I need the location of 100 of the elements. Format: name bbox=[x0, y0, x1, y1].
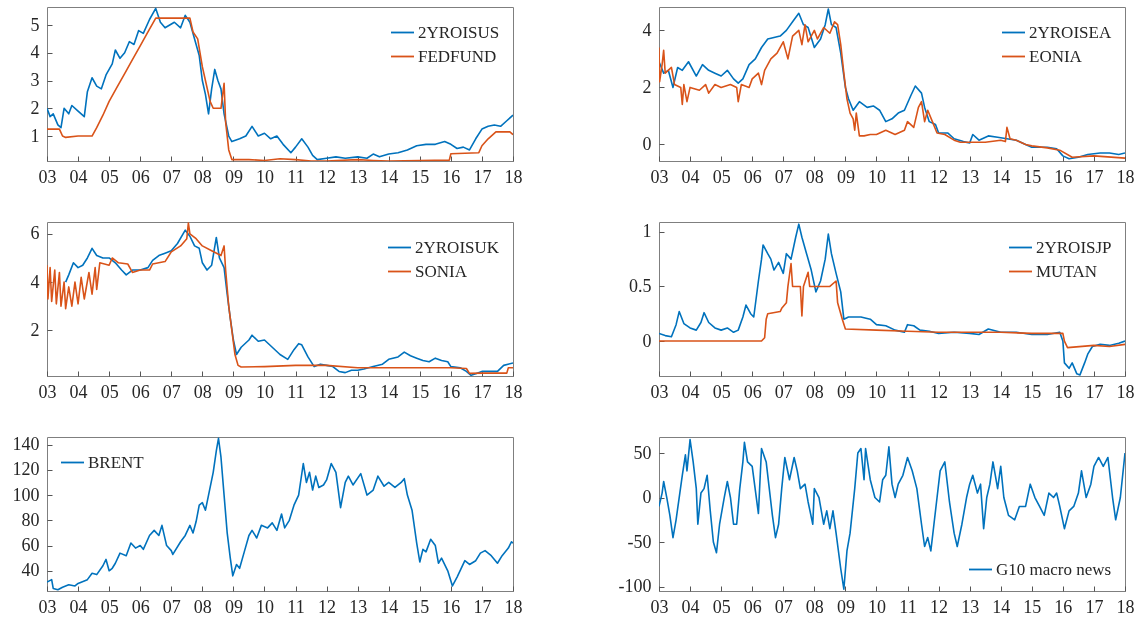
x-tick-label: 05 bbox=[712, 381, 731, 402]
x-tick-label: 16 bbox=[1054, 166, 1073, 187]
y-tick-label: 3 bbox=[30, 70, 40, 91]
x-tick-label: 07 bbox=[774, 381, 793, 402]
y-tick-label: 6 bbox=[30, 223, 40, 244]
x-tick-label: 17 bbox=[473, 596, 492, 617]
y-tick-label: 60 bbox=[21, 535, 40, 556]
y-tick-label: 0 bbox=[642, 133, 652, 154]
x-tick-label: 03 bbox=[650, 166, 669, 187]
x-tick-label: 16 bbox=[442, 381, 461, 402]
x-tick-label: 11 bbox=[287, 596, 305, 617]
x-tick-label: 11 bbox=[899, 166, 917, 187]
x-tick-label: 06 bbox=[743, 166, 762, 187]
x-tick-label: 10 bbox=[867, 166, 886, 187]
legend-label: EONIA bbox=[1029, 46, 1083, 66]
x-tick-label: 18 bbox=[504, 381, 523, 402]
legend-label: G10 macro news bbox=[996, 559, 1112, 579]
y-tick-label: 4 bbox=[30, 271, 40, 292]
x-tick-label: 06 bbox=[131, 596, 150, 617]
x-tick-label: 14 bbox=[992, 381, 1011, 402]
y-tick-label: -100 bbox=[618, 576, 652, 597]
x-tick-label: 12 bbox=[930, 381, 949, 402]
y-tick-label: 40 bbox=[21, 560, 40, 581]
x-tick-label: 16 bbox=[442, 166, 461, 187]
x-tick-label: 18 bbox=[1116, 596, 1135, 617]
x-tick-label: 06 bbox=[131, 166, 150, 187]
x-tick-label: 15 bbox=[411, 166, 430, 187]
x-tick-label: 17 bbox=[473, 166, 492, 187]
x-tick-label: 04 bbox=[681, 596, 700, 617]
x-tick-label: 08 bbox=[805, 166, 824, 187]
x-tick-label: 14 bbox=[992, 166, 1011, 187]
line-series bbox=[659, 262, 1125, 349]
y-tick-label: 0 bbox=[642, 330, 652, 351]
x-tick-label: 17 bbox=[1085, 166, 1104, 187]
y-tick-label: 0 bbox=[642, 487, 652, 508]
y-tick-label: 2 bbox=[30, 97, 40, 118]
x-tick-label: 09 bbox=[224, 381, 243, 402]
legend-label: MUTAN bbox=[1036, 261, 1097, 281]
y-tick-label: -50 bbox=[627, 531, 652, 552]
x-tick-label: 13 bbox=[349, 381, 368, 402]
x-tick-label: 11 bbox=[287, 381, 305, 402]
x-tick-label: 08 bbox=[193, 381, 212, 402]
y-tick-label: 2 bbox=[30, 319, 40, 340]
x-tick-label: 06 bbox=[743, 381, 762, 402]
x-tick-label: 03 bbox=[650, 381, 669, 402]
legend-label: BRENT bbox=[88, 452, 145, 472]
x-tick-label: 10 bbox=[255, 596, 274, 617]
x-tick-label: 17 bbox=[473, 381, 492, 402]
x-tick-label: 16 bbox=[1054, 381, 1073, 402]
x-tick-label: 05 bbox=[100, 166, 119, 187]
x-tick-label: 10 bbox=[867, 381, 886, 402]
x-tick-label: 06 bbox=[743, 596, 762, 617]
x-tick-label: 09 bbox=[836, 166, 855, 187]
x-tick-label: 18 bbox=[504, 596, 523, 617]
x-tick-label: 12 bbox=[318, 166, 337, 187]
x-tick-label: 12 bbox=[930, 166, 949, 187]
y-tick-label: 0.5 bbox=[629, 275, 652, 296]
x-tick-label: 05 bbox=[712, 166, 731, 187]
x-tick-label: 17 bbox=[1085, 381, 1104, 402]
x-tick-label: 09 bbox=[224, 596, 243, 617]
x-tick-label: 04 bbox=[69, 596, 88, 617]
x-tick-label: 15 bbox=[411, 381, 430, 402]
x-tick-label: 09 bbox=[224, 166, 243, 187]
y-tick-label: 2 bbox=[642, 76, 652, 97]
x-tick-label: 16 bbox=[1054, 596, 1073, 617]
line-series bbox=[659, 438, 1125, 591]
x-tick-label: 04 bbox=[69, 166, 88, 187]
x-tick-label: 09 bbox=[836, 596, 855, 617]
x-tick-label: 03 bbox=[650, 596, 669, 617]
x-tick-label: 10 bbox=[255, 166, 274, 187]
x-tick-label: 07 bbox=[774, 166, 793, 187]
x-tick-label: 03 bbox=[38, 596, 57, 617]
x-tick-label: 07 bbox=[162, 596, 181, 617]
x-tick-label: 10 bbox=[255, 381, 274, 402]
x-tick-label: 12 bbox=[930, 596, 949, 617]
x-tick-label: 13 bbox=[961, 381, 980, 402]
line-series bbox=[47, 437, 513, 591]
y-tick-label: 1 bbox=[30, 125, 40, 146]
y-tick-label: 140 bbox=[12, 434, 40, 455]
x-tick-label: 11 bbox=[899, 596, 917, 617]
x-tick-label: 11 bbox=[899, 381, 917, 402]
x-tick-label: 15 bbox=[1023, 381, 1042, 402]
x-tick-label: 04 bbox=[69, 381, 88, 402]
x-tick-label: 18 bbox=[1116, 166, 1135, 187]
legend-label: SONIA bbox=[415, 261, 468, 281]
x-tick-label: 14 bbox=[992, 596, 1011, 617]
y-tick-label: 1 bbox=[642, 221, 652, 242]
x-tick-label: 05 bbox=[100, 596, 119, 617]
legend-label: 2YROISJP bbox=[1036, 237, 1112, 257]
x-tick-label: 04 bbox=[681, 381, 700, 402]
x-tick-label: 15 bbox=[1023, 596, 1042, 617]
y-tick-label: 120 bbox=[12, 459, 40, 480]
x-tick-label: 07 bbox=[162, 381, 181, 402]
legend-label: 2YROISUK bbox=[415, 237, 500, 257]
x-tick-label: 18 bbox=[504, 166, 523, 187]
x-tick-label: 08 bbox=[805, 596, 824, 617]
y-tick-label: 4 bbox=[642, 19, 652, 40]
x-tick-label: 14 bbox=[380, 596, 399, 617]
x-tick-label: 15 bbox=[1023, 166, 1042, 187]
y-tick-label: 5 bbox=[30, 14, 40, 35]
